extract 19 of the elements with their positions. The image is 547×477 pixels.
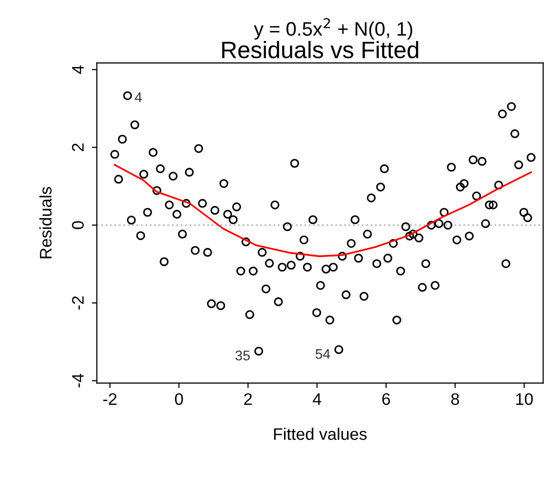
y-tick-label: 4 [72,65,84,74]
x-tick-label: -2 [103,393,117,405]
chart-subtitle: y = 0.5x$^{2}$ + N(0, 1) [254,18,412,40]
chart-title: Residuals vs Fitted [222,40,418,58]
annotation: 4 [134,92,142,102]
x-tick-label: 6 [382,393,390,405]
x-tick-label: 10 [516,393,533,405]
y-tick-label: 2 [72,144,84,152]
x-axis-title: Fitted values [274,428,367,440]
x-tick-label: 2 [244,393,252,405]
annotation: 35 [235,350,250,360]
y-axis-title: Residuals [39,187,52,258]
x-tick-label: 4 [312,393,322,405]
y-tick-label: -2 [72,296,84,310]
y-tick-label: 0 [72,221,84,230]
annotation: 54 [316,349,330,359]
x-tick-label: 8 [451,393,460,405]
y-tick-label: -4 [72,374,84,388]
x-tick-label: 0 [174,393,183,405]
